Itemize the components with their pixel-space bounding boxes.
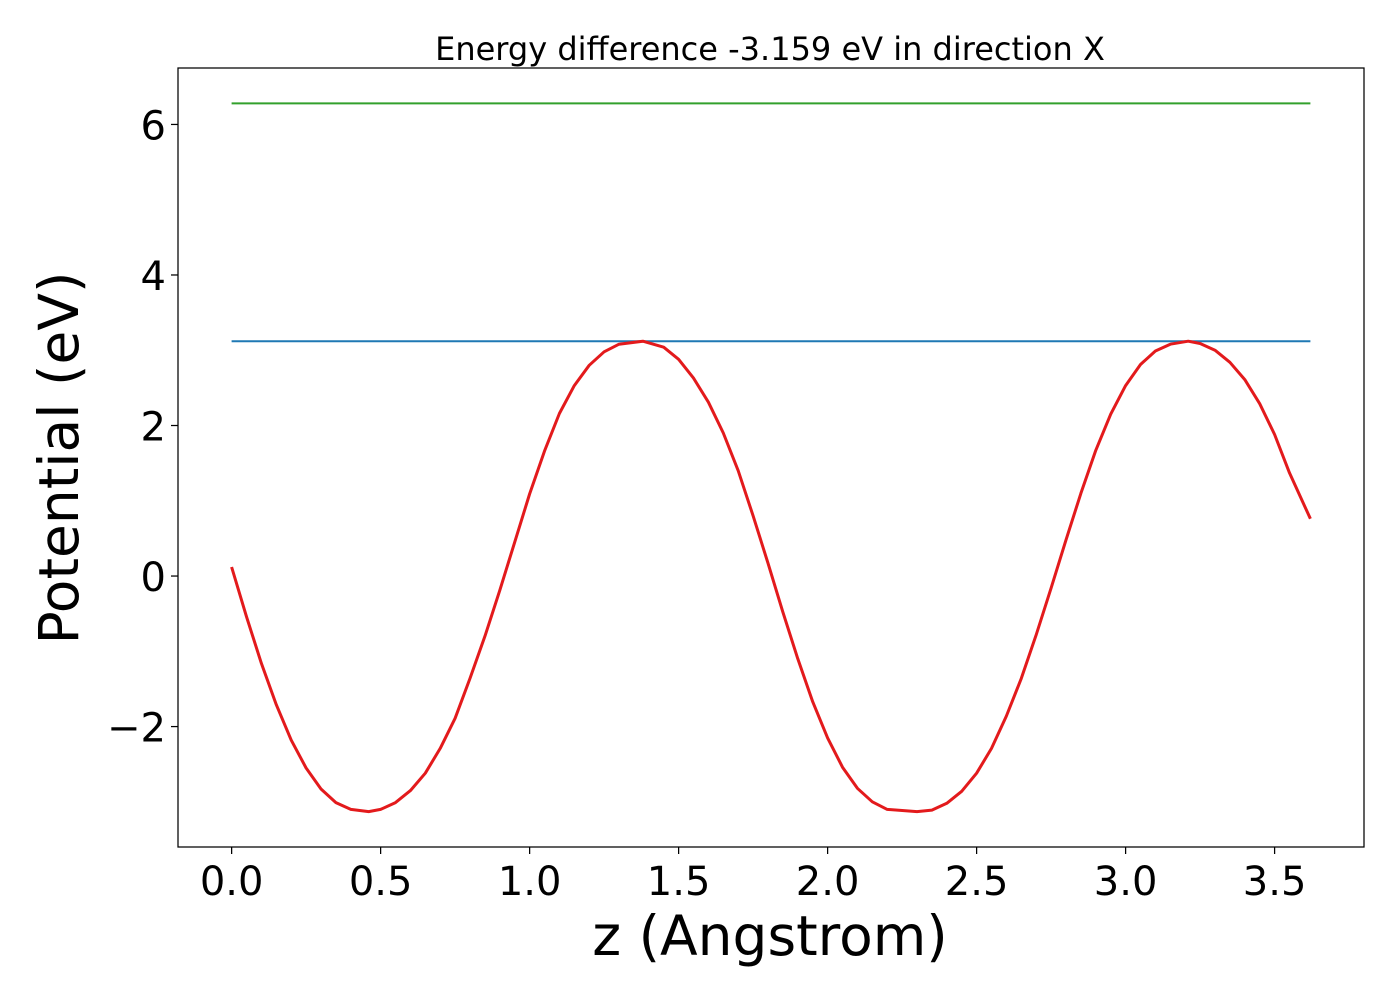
plot-frame xyxy=(177,67,1365,848)
x-tick-label: 1.0 xyxy=(498,859,562,905)
y-tick-label: 4 xyxy=(141,254,166,300)
y-tick-label: 6 xyxy=(141,103,166,149)
y-tick-label: 0 xyxy=(141,555,166,601)
x-tick-label: 3.0 xyxy=(1094,859,1158,905)
y-tick-label: −2 xyxy=(107,706,166,752)
x-tick-label: 0.5 xyxy=(349,859,413,905)
series-layer xyxy=(230,102,1312,814)
chart-title: Energy difference -3.159 eV in direction… xyxy=(435,30,1105,68)
y-tick-label: 2 xyxy=(141,405,166,451)
x-axis-label: z (Angstrom) xyxy=(592,904,948,968)
y-axis-label: Potential (eV) xyxy=(27,272,91,645)
series-line-3 xyxy=(230,339,1312,814)
x-axis: 0.0 0.5 1.0 1.5 2.0 2.5 3.0 3.5 xyxy=(200,847,1307,905)
x-tick-label: 0.0 xyxy=(200,859,264,905)
x-tick-label: 3.5 xyxy=(1243,859,1307,905)
x-tick-label: 2.5 xyxy=(945,859,1009,905)
x-tick-label: 2.0 xyxy=(796,859,860,905)
x-tick-label: 1.5 xyxy=(647,859,711,905)
y-axis: −2 0 2 4 6 xyxy=(107,103,178,752)
